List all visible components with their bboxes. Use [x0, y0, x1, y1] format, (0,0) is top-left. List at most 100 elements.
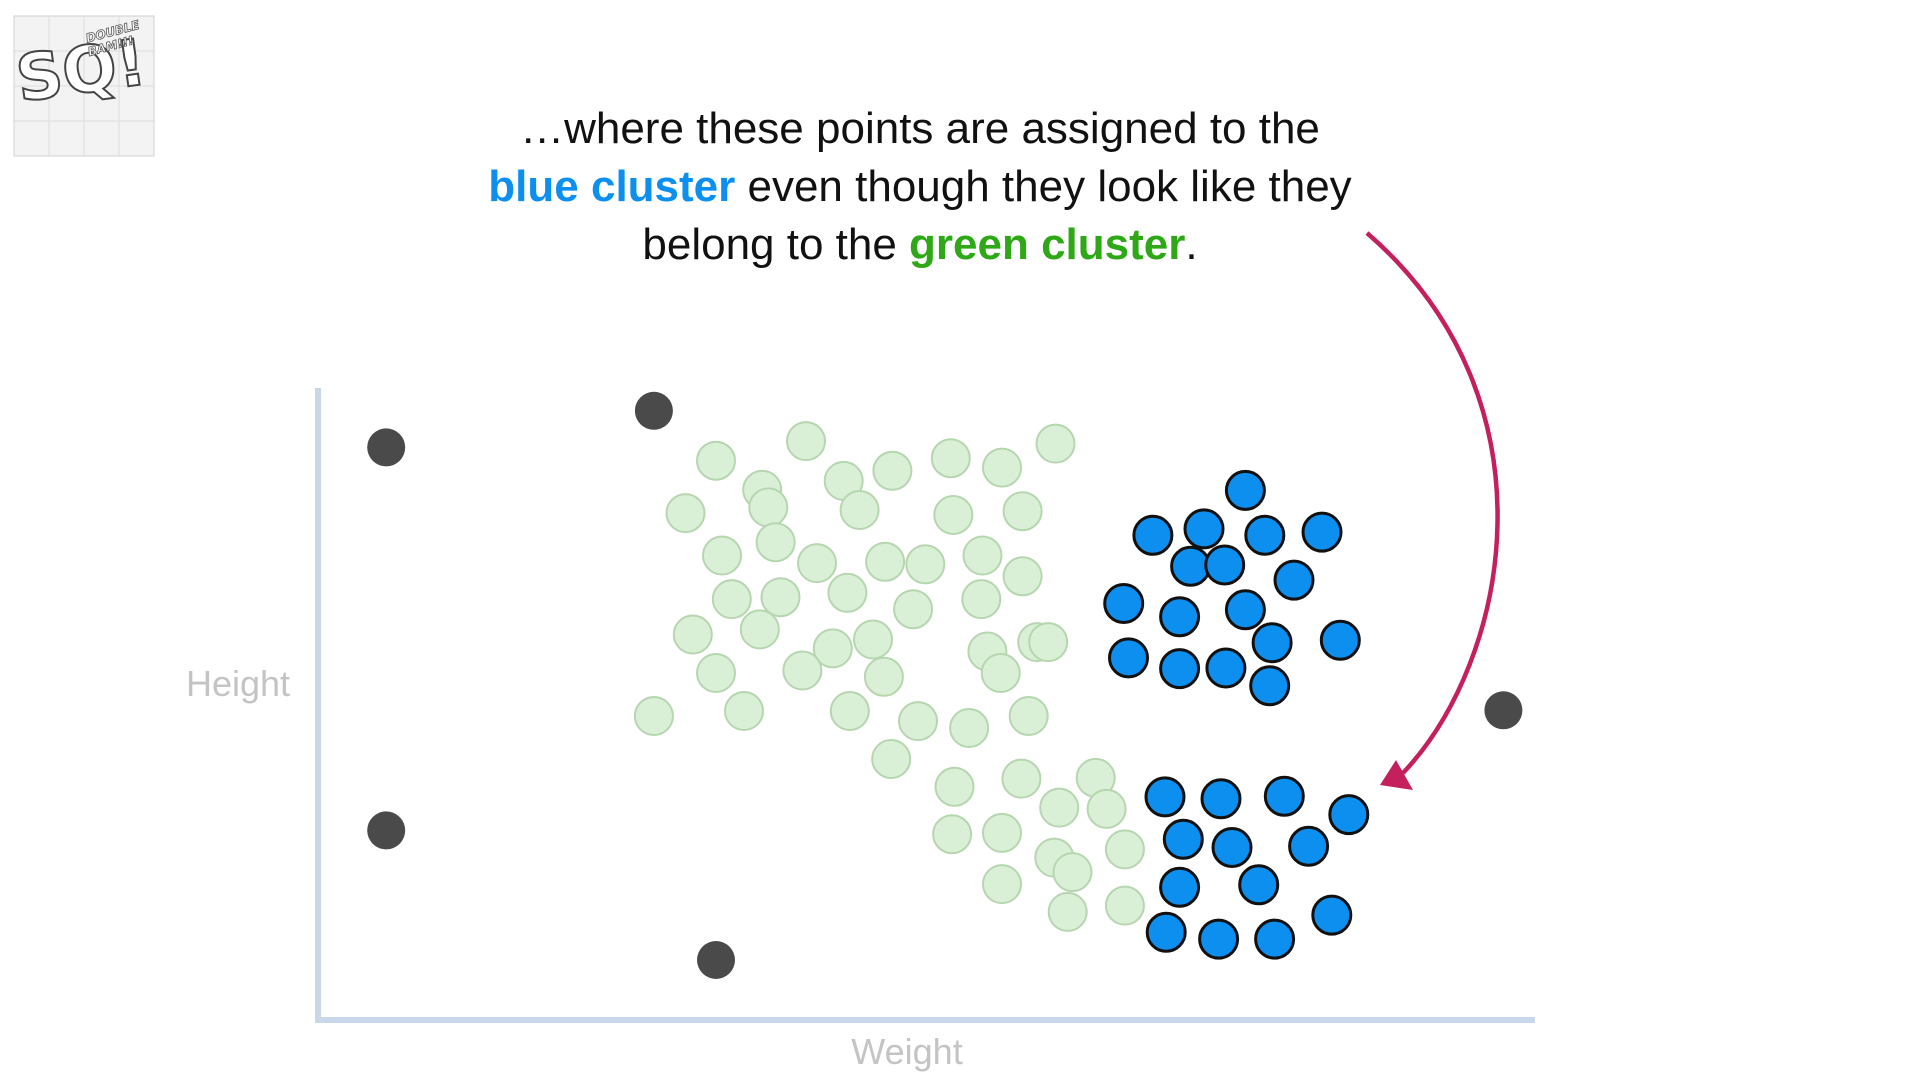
pointer-arrow	[1365, 231, 1500, 775]
green-point	[962, 535, 1003, 576]
green-point	[1104, 829, 1145, 870]
blue-point	[1159, 866, 1201, 908]
x-axis-label: Weight	[851, 1031, 962, 1072]
green-point	[961, 579, 1002, 620]
green-point	[839, 490, 880, 530]
caption-line-1-text: …where these points are assigned to the	[520, 104, 1320, 153]
y-axis-label: Height	[186, 663, 290, 704]
caption-line-1: …where these points are assigned to the	[360, 100, 1480, 158]
green-point	[1028, 622, 1069, 663]
green-point	[1039, 787, 1080, 828]
blue-point	[1238, 864, 1280, 906]
green-point	[982, 812, 1022, 853]
blue-point	[1251, 622, 1293, 664]
green-point	[863, 656, 904, 697]
green-point	[724, 691, 764, 731]
blue-point	[1170, 545, 1212, 587]
blue-point	[1198, 918, 1240, 960]
green-point	[982, 447, 1022, 488]
green-point	[893, 589, 934, 630]
green-point	[665, 493, 706, 534]
outlier-point	[634, 391, 673, 430]
green-point	[1001, 758, 1042, 799]
blue-point	[1159, 648, 1201, 690]
green-point	[932, 814, 973, 855]
blue-point	[1145, 911, 1187, 953]
outlier-point	[367, 428, 406, 467]
caption-text: …where these points are assigned to the …	[360, 100, 1480, 274]
statquest-logo: SQ! DOUBLE BAM!!!	[4, 6, 164, 166]
caption-line-2: blue cluster even though they look like …	[360, 158, 1480, 216]
green-point	[1052, 852, 1093, 893]
green-point	[696, 653, 736, 693]
blue-point	[1254, 918, 1296, 960]
green-point	[898, 701, 938, 742]
outlier-point	[1484, 691, 1523, 730]
green-point	[1104, 885, 1145, 926]
green-point	[1035, 423, 1076, 464]
blue-point	[1103, 583, 1145, 624]
green-point	[865, 541, 906, 582]
blue-point	[1263, 775, 1305, 817]
green-point	[672, 614, 713, 655]
blue-point	[1224, 469, 1266, 511]
green-point	[812, 628, 853, 669]
green-point	[930, 438, 971, 479]
green-point	[1002, 556, 1043, 597]
blue-point	[1288, 825, 1330, 867]
green-point	[829, 691, 870, 731]
blue-point	[1162, 818, 1204, 860]
outlier-point	[367, 811, 406, 850]
green-cluster-highlight: green cluster	[909, 220, 1186, 269]
blue-point	[1108, 637, 1149, 679]
green-point	[853, 619, 893, 660]
blue-point	[1319, 619, 1361, 661]
blue-point	[1311, 894, 1353, 936]
blue-point	[1183, 508, 1225, 550]
green-point	[949, 708, 990, 748]
blue-point	[1224, 589, 1266, 631]
logo-graphic: SQ! DOUBLE BAM!!!	[11, 15, 155, 157]
green-point	[1008, 696, 1049, 736]
green-point	[980, 653, 1021, 693]
green-point	[696, 440, 736, 481]
green-point	[748, 487, 789, 528]
blue-point	[1204, 544, 1246, 586]
outlier-point	[697, 941, 735, 979]
blue-point	[1205, 647, 1247, 689]
caption-line-3-end: .	[1185, 220, 1198, 269]
points-layer	[367, 391, 1523, 979]
green-point	[933, 495, 974, 535]
green-point	[1047, 891, 1088, 932]
blue-point	[1273, 559, 1315, 601]
caption-line-3: belong to the green cluster.	[360, 216, 1480, 274]
blue-point	[1244, 514, 1286, 556]
blue-point	[1249, 665, 1291, 707]
pointer-arrow-head	[1380, 760, 1413, 790]
green-point	[739, 609, 780, 650]
green-point	[711, 579, 752, 620]
green-point	[786, 421, 826, 462]
caption-line-3-start: belong to the	[642, 220, 910, 269]
green-point	[702, 535, 742, 576]
green-point	[755, 522, 796, 563]
blue-point	[1159, 596, 1201, 638]
green-point	[1086, 788, 1127, 829]
green-point	[633, 696, 674, 736]
blue-point	[1132, 514, 1174, 556]
blue-cluster-highlight: blue cluster	[488, 162, 736, 211]
green-point	[797, 543, 837, 584]
green-point	[1002, 491, 1043, 532]
green-point	[760, 577, 801, 618]
green-point	[905, 544, 946, 585]
green-point	[827, 572, 868, 613]
green-point	[982, 864, 1022, 905]
blue-point	[1328, 794, 1370, 836]
green-point	[871, 739, 912, 779]
blue-point	[1200, 778, 1242, 820]
green-point	[934, 766, 975, 807]
blue-point	[1144, 776, 1186, 818]
green-point	[872, 450, 913, 491]
blue-point	[1211, 827, 1253, 868]
